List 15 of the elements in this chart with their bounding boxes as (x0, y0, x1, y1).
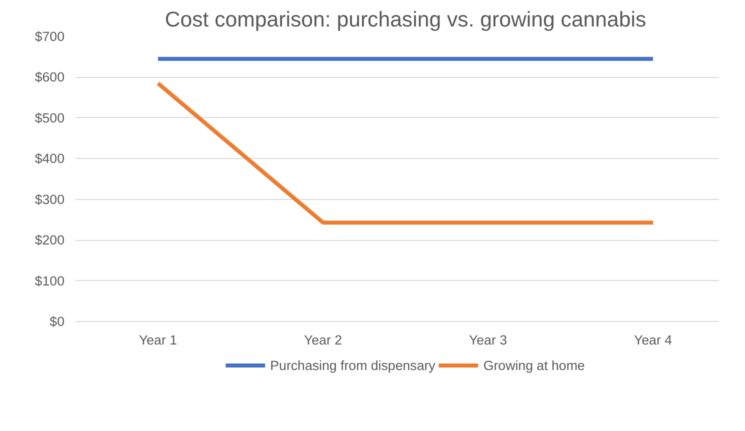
x-tick-label: Year 1 (138, 332, 178, 348)
legend-label: Purchasing from dispensary (270, 358, 436, 372)
y-tick-label: $400 (34, 151, 65, 166)
y-tick-label: $500 (34, 110, 65, 126)
y-tick-label: $700 (34, 29, 65, 44)
y-tick-label: $100 (34, 273, 65, 288)
chart-title: Cost comparison: purchasing vs. growing cannabis (164, 8, 646, 32)
x-tick-label: Year 2 (304, 332, 342, 348)
x-tick-label: Year 4 (634, 332, 673, 348)
y-tick-label: $600 (34, 70, 65, 85)
x-tick-label: Year 3 (468, 332, 508, 348)
y-tick-label: $0 (50, 314, 65, 329)
y-tick-label: $300 (34, 192, 65, 207)
legend-label: Growing at home (483, 358, 585, 372)
y-tick-label: $200 (34, 232, 65, 248)
